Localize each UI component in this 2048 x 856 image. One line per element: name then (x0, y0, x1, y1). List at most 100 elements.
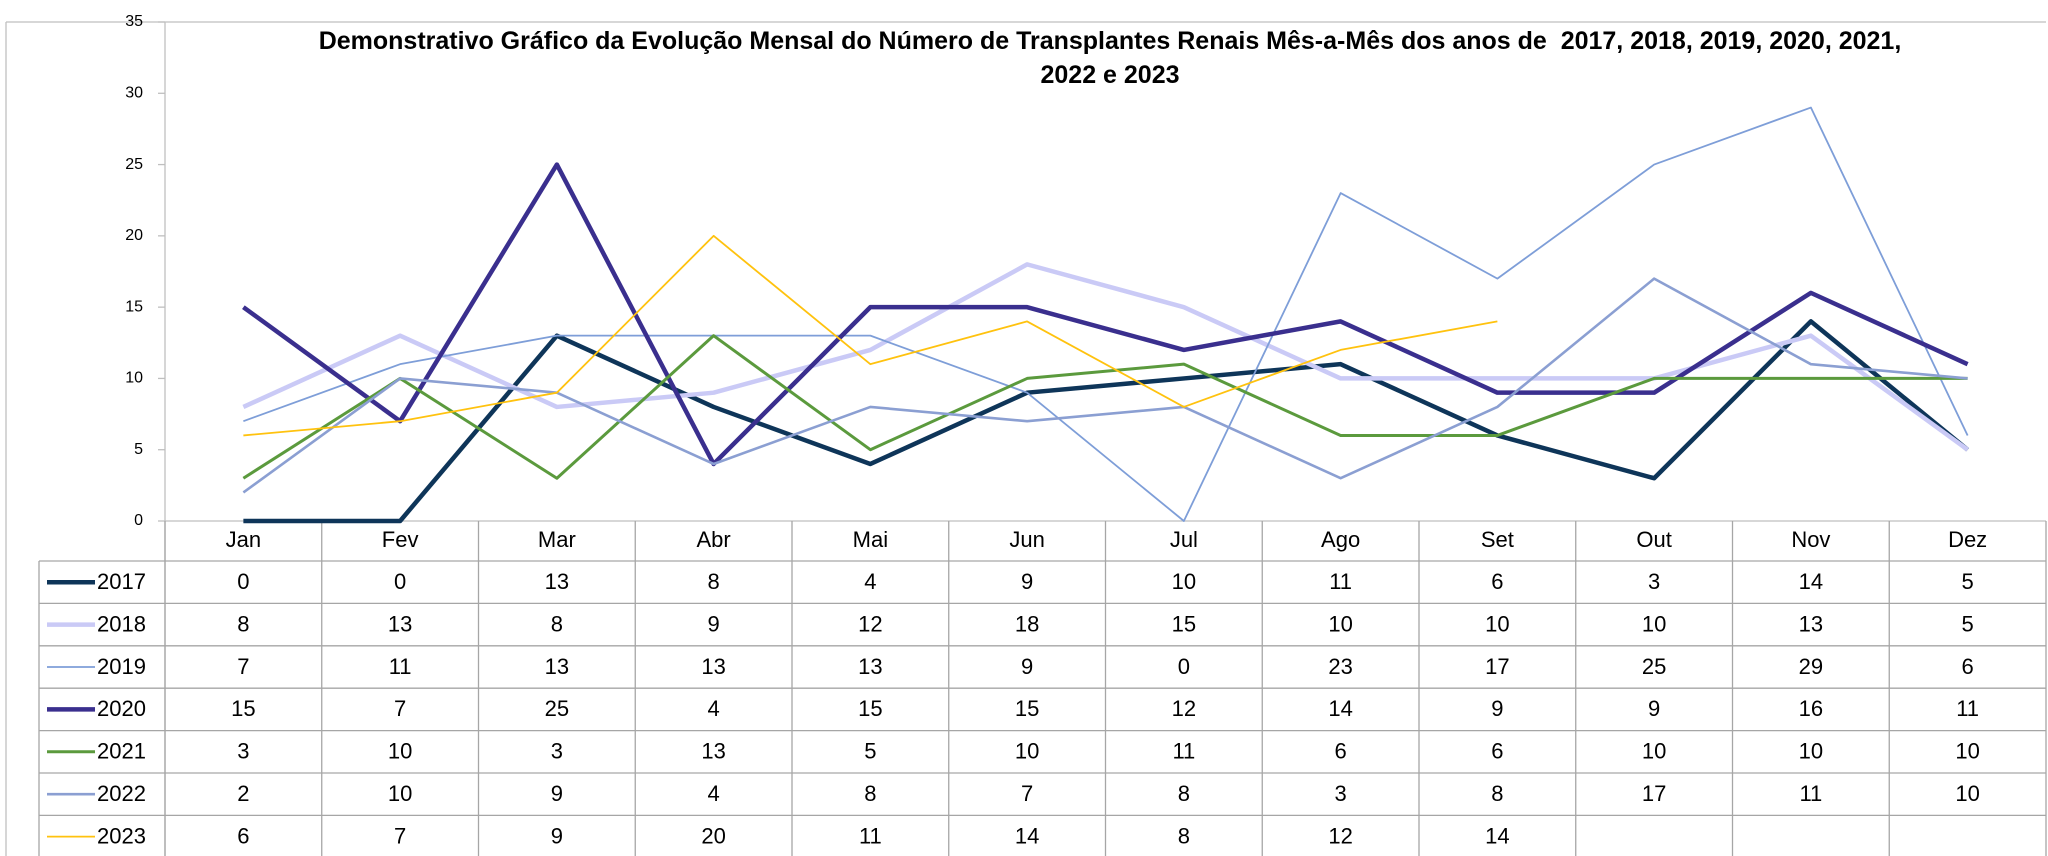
table-value: 9 (551, 781, 563, 806)
table-value: 9 (1648, 696, 1660, 721)
table-value: 17 (1642, 781, 1666, 806)
y-tick-label: 0 (134, 512, 143, 529)
legend-label: 2017 (97, 569, 146, 594)
table-value: 10 (388, 739, 412, 764)
series-line (242, 277, 1968, 494)
y-tick-label: 15 (125, 298, 143, 315)
y-tick-label: 20 (125, 227, 143, 244)
table-value: 8 (551, 611, 563, 636)
table-value: 11 (1329, 569, 1352, 594)
table-value: 0 (394, 569, 406, 594)
series-line (243, 234, 1498, 437)
x-tick-label: Jun (1009, 527, 1044, 552)
table-value: 4 (708, 781, 720, 806)
legend-label: 2018 (97, 611, 146, 636)
table-value: 10 (1485, 611, 1509, 636)
table-value: 29 (1799, 654, 1823, 679)
table-value: 8 (1491, 781, 1503, 806)
x-tick-label: Fev (382, 527, 419, 552)
table-value: 14 (1799, 569, 1823, 594)
x-tick-label: Mai (853, 527, 888, 552)
table-value: 11 (1172, 739, 1195, 764)
table-value: 20 (701, 823, 725, 848)
table-value: 7 (237, 654, 249, 679)
legend-label: 2021 (97, 739, 146, 764)
table-value: 13 (388, 611, 412, 636)
table-value: 15 (1015, 696, 1039, 721)
table-value: 12 (1328, 823, 1352, 848)
y-tick-label: 25 (125, 156, 143, 173)
table-value: 10 (1955, 781, 1979, 806)
table-value: 15 (1172, 611, 1196, 636)
y-tick-label: 5 (134, 441, 143, 458)
table-value: 11 (389, 654, 412, 679)
table-value: 8 (708, 569, 720, 594)
table-value: 10 (1955, 739, 1979, 764)
table-value: 23 (1328, 654, 1352, 679)
table-value: 9 (551, 823, 563, 848)
legend-label: 2023 (97, 823, 146, 848)
y-tick-label: 10 (125, 370, 143, 387)
legend-label: 2019 (97, 654, 146, 679)
table-value: 7 (394, 696, 406, 721)
table-value: 14 (1328, 696, 1352, 721)
table-value: 15 (858, 696, 882, 721)
table-value: 3 (1648, 569, 1660, 594)
table-value: 9 (1021, 654, 1033, 679)
x-tick-label: Nov (1791, 527, 1830, 552)
table-value: 8 (1178, 781, 1190, 806)
table-value: 4 (708, 696, 720, 721)
table-value: 3 (551, 739, 563, 764)
table-value: 9 (708, 611, 720, 636)
series-line (243, 319, 1970, 524)
table-value: 25 (1642, 654, 1666, 679)
table-value: 6 (1335, 739, 1347, 764)
x-tick-label: Ago (1321, 527, 1360, 552)
table-value: 5 (1962, 569, 1974, 594)
table-value: 6 (1962, 654, 1974, 679)
table-value: 13 (701, 739, 725, 764)
table-value: 16 (1799, 696, 1823, 721)
table-value: 2 (237, 781, 249, 806)
legend-label: 2020 (97, 696, 146, 721)
table-value: 7 (394, 823, 406, 848)
table-value: 15 (231, 696, 255, 721)
series-line (242, 262, 1969, 452)
x-tick-label: Jul (1170, 527, 1198, 552)
table-value: 6 (1491, 569, 1503, 594)
y-tick-label: 30 (125, 85, 143, 102)
table-value: 6 (237, 823, 249, 848)
x-tick-label: Jan (226, 527, 261, 552)
table-value: 10 (1015, 739, 1039, 764)
x-tick-label: Set (1481, 527, 1514, 552)
chart-title: Demonstrativo Gráfico da Evolução Mensal… (318, 27, 1909, 89)
series-line (242, 162, 1969, 467)
table-value: 13 (858, 654, 882, 679)
x-tick-label: Mar (538, 527, 576, 552)
table-value: 11 (1956, 696, 1979, 721)
table-value: 10 (1642, 611, 1666, 636)
table-value: 13 (545, 654, 569, 679)
y-tick-label: 35 (125, 13, 143, 30)
table-value: 6 (1491, 739, 1503, 764)
table-value: 10 (1799, 739, 1823, 764)
table-value: 11 (1799, 781, 1822, 806)
series-line (242, 334, 1968, 480)
table-value: 12 (1172, 696, 1196, 721)
table-value: 17 (1485, 654, 1509, 679)
table-value: 7 (1021, 781, 1033, 806)
table-value: 4 (864, 569, 876, 594)
table-value: 13 (545, 569, 569, 594)
table-value: 5 (1962, 611, 1974, 636)
table-value: 3 (1335, 781, 1347, 806)
table-value: 11 (859, 823, 882, 848)
table-value: 13 (1799, 611, 1823, 636)
table-value: 0 (237, 569, 249, 594)
table-value: 8 (1178, 823, 1190, 848)
x-tick-label: Out (1636, 527, 1671, 552)
x-tick-label: Abr (697, 527, 731, 552)
table-value: 25 (545, 696, 569, 721)
table-value: 10 (1172, 569, 1196, 594)
